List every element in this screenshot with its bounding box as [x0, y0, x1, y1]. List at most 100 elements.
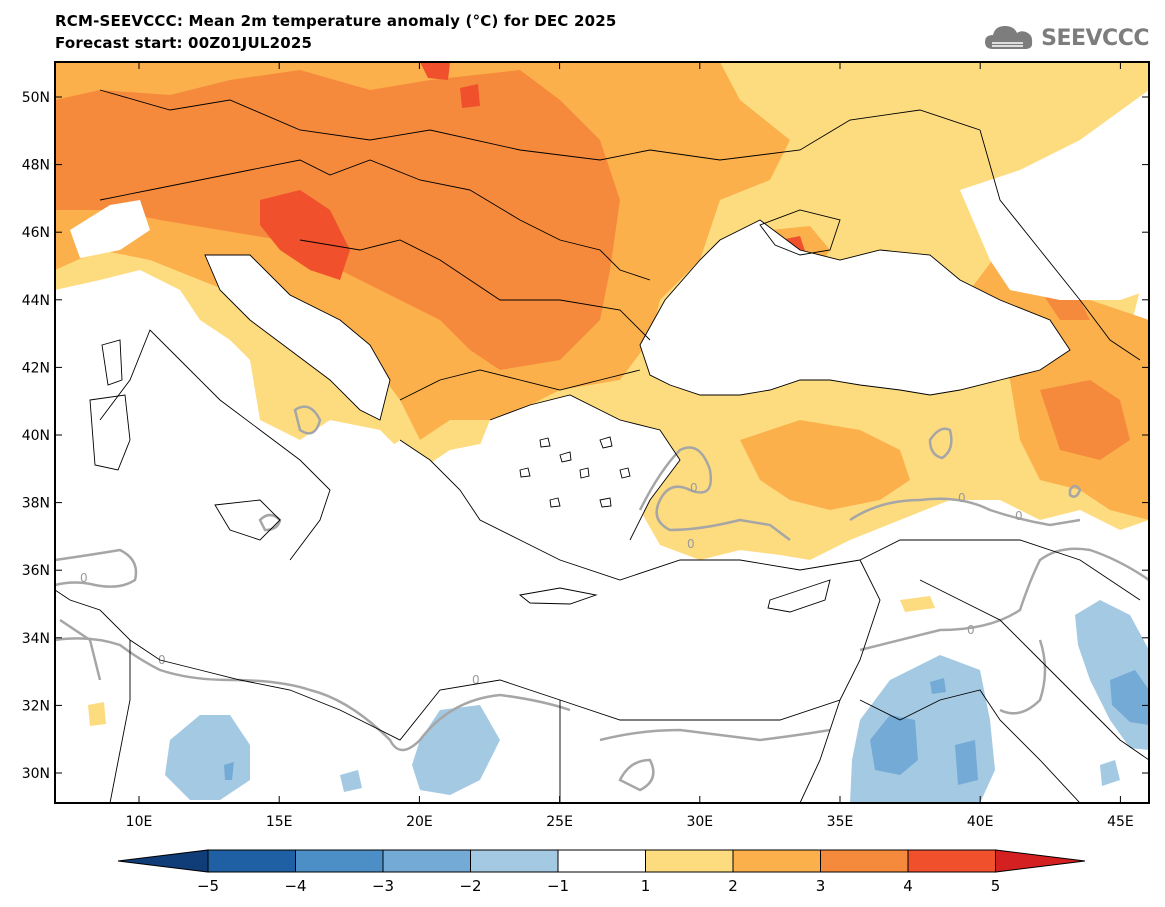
coastlines-borders [55, 89, 1149, 803]
anomaly-fill-levant [900, 596, 935, 612]
coastline-cyprus [767, 579, 831, 613]
coastline-crete [518, 587, 598, 605]
lat-label: 40N [22, 428, 50, 444]
coastline-black-sea [639, 219, 1071, 396]
contour-label: 0 [687, 537, 695, 551]
contour-label: 0 [958, 491, 966, 505]
colorbar-swatch [557, 849, 646, 873]
coastline-adriatic [204, 254, 391, 421]
lat-label: 44N [22, 293, 50, 309]
lat-label: 36N [22, 563, 50, 579]
anomaly-fill-4to5 [260, 190, 350, 280]
zero-contours [55, 405, 1149, 792]
contour-label: 0 [1015, 509, 1023, 523]
anomaly-fill-minus1to2-egypt [412, 705, 500, 795]
coastline-aegean [489, 394, 681, 541]
lon-label: 15E [266, 814, 293, 830]
lon-label: 40E [967, 814, 994, 830]
lat-label: 48N [22, 158, 50, 174]
colorbar-tick-label: 3 [816, 877, 826, 895]
zero-contour-egypt-s [618, 758, 655, 792]
colorbar-tick-label: 2 [728, 877, 738, 895]
colorbar-max-arrow [995, 849, 1086, 873]
logo-text: SEEVCCC [1041, 25, 1149, 51]
colorbar-tick-label: −2 [459, 877, 481, 895]
lat-label: 38N [22, 496, 50, 512]
map-title: RCM-SEEVCCC: Mean 2m temperature anomaly… [55, 12, 617, 30]
lon-label: 25E [546, 814, 573, 830]
anomaly-fill-minus1to2-sm [1100, 760, 1120, 786]
lat-label: 42N [22, 360, 50, 376]
map-area: 0 0 0 0 0 0 0 0 [55, 62, 1149, 803]
colorbar-tick-label: −3 [372, 877, 394, 895]
contour-label: 0 [690, 481, 698, 495]
border-syria-iraq [919, 579, 1149, 761]
anomaly-fill-2to3-anatolia [740, 420, 910, 510]
lon-label: 35E [827, 814, 854, 830]
anomaly-fill-near-zero-alps [70, 200, 150, 258]
zero-contour-egypt [599, 728, 831, 742]
coastline-turkey-south [399, 439, 861, 581]
coastline-med-south [55, 559, 881, 741]
aegean-sea [470, 395, 680, 540]
anomaly-fill-near-zero-russia [960, 90, 1149, 300]
colorbar-tick-label: 5 [991, 877, 1001, 895]
anomaly-fill-4to5-north [420, 62, 480, 108]
lon-label: 45E [1107, 814, 1134, 830]
colorbar-tick-label: 1 [641, 877, 651, 895]
colorbar-tick-label: −1 [547, 877, 569, 895]
anomaly-fill-minus2to3-arabia [870, 715, 918, 775]
zero-contour-turkey [638, 446, 791, 541]
longitude-axis: 10E 15E 20E 25E 30E 35E 40E 45E [126, 62, 1134, 830]
colorbar-swatch [820, 849, 909, 873]
anomaly-fill-libya [88, 702, 106, 726]
colorbar-swatch [907, 849, 996, 873]
anomaly-fill-minus2to3-libya [224, 762, 234, 780]
lat-label: 46N [22, 225, 50, 241]
lon-label: 20E [406, 814, 433, 830]
border-balkans [299, 239, 651, 341]
contour-label: 0 [472, 673, 480, 687]
border-east [979, 129, 1141, 361]
colorbar-swatch [470, 849, 559, 873]
border-jordan-saudi [859, 689, 1081, 803]
map-frame [54, 61, 1150, 804]
seevccc-logo: SEEVCCC [983, 21, 1149, 55]
anomaly-fill-minus2to3-arabia3 [930, 678, 946, 694]
coastline-sicily [214, 499, 281, 541]
coastline-corsica [101, 339, 123, 386]
zero-contour-anatolia [849, 497, 1081, 527]
adriatic-sea [205, 255, 390, 420]
zero-contour-syria [859, 547, 1149, 652]
border-alps [99, 159, 471, 201]
zero-contour-turkey-small [1068, 484, 1082, 498]
lat-label: 30N [22, 766, 50, 782]
zero-contour-syria-loop [999, 639, 1047, 715]
zero-contour-libya-inner [59, 618, 102, 681]
tyrrhenian-ionian-sea [55, 330, 330, 560]
border-egypt-israel [799, 699, 841, 803]
contour-label: 0 [967, 623, 975, 637]
colorbar-swatch [382, 849, 471, 873]
contour-label: 0 [80, 571, 88, 585]
border-libya-tunisia [109, 640, 131, 803]
border-central-europe [99, 89, 981, 161]
islands-aegean [519, 436, 631, 508]
lat-label: 34N [22, 631, 50, 647]
zero-contour-east [928, 427, 953, 460]
coastline-italy-west [99, 329, 331, 561]
border-middle-east [859, 539, 1141, 601]
colorbar-swatch [295, 849, 384, 873]
lat-label: 32N [22, 698, 50, 714]
anomaly-fill-minus1to2-libya-small [340, 770, 362, 792]
anomaly-fill-3to4-caucasus [1040, 380, 1130, 460]
latitude-axis: 50N 48N 46N 44N 42N 40N 38N 36N 34N 32N 30N [22, 90, 1149, 782]
cloud-icon [985, 26, 1033, 49]
zero-contour-italy [293, 405, 322, 435]
zero-contour-tunisia [55, 548, 138, 588]
coastline-sardinia [89, 394, 131, 471]
anomaly-fill-3to4 [55, 70, 620, 370]
zero-contour-libya [55, 637, 571, 752]
mediterranean-sea [55, 440, 880, 740]
